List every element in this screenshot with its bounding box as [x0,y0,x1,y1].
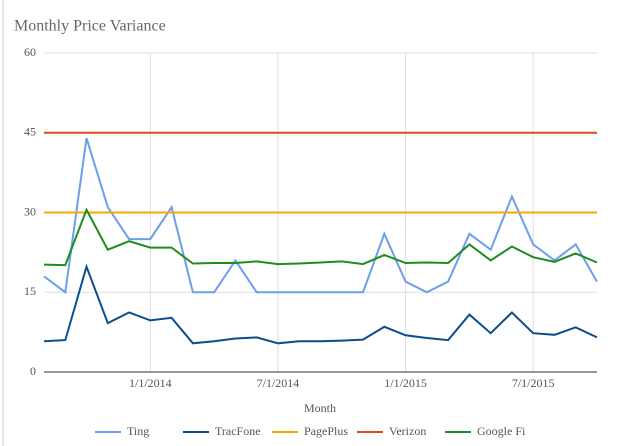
legend-label: Google Fi [477,424,526,438]
x-tick-label: 7/1/2014 [257,376,300,390]
legend-label: Ting [127,424,149,438]
legend-label: TracFone [215,424,261,438]
chart-title: Monthly Price Variance [14,18,166,35]
series-line [43,137,598,295]
legend-label: Verizon [389,424,426,438]
x-tick-label: 1/1/2014 [129,376,172,390]
x-tick-label: 1/1/2015 [384,376,427,390]
y-tick-label: 15 [24,284,36,298]
y-tick-label: 60 [24,45,36,59]
series-line [43,263,598,345]
series-line [43,207,598,267]
legend-label: PagePlus [304,424,348,438]
x-axis-label: Month [304,401,336,415]
x-tick-label: 7/1/2015 [512,376,555,390]
y-tick-label: 0 [30,364,36,378]
y-tick-label: 45 [24,125,36,139]
y-tick-label: 30 [24,204,36,218]
